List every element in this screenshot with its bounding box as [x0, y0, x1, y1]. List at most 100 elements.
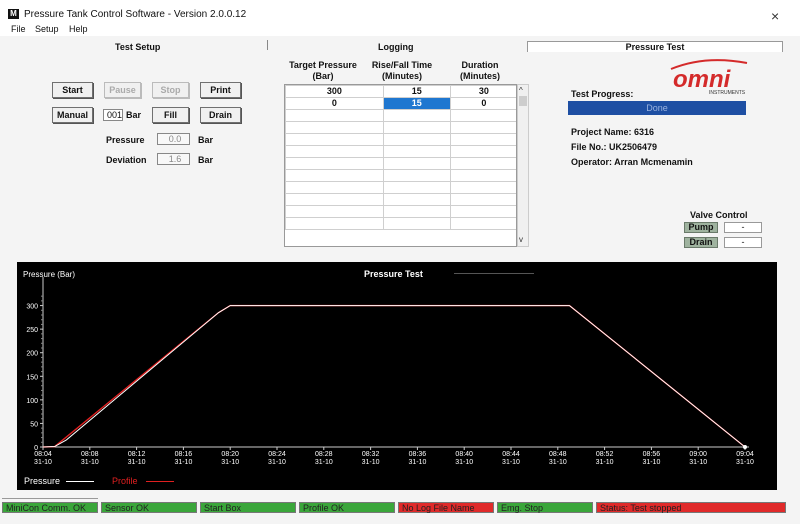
grid-cell-selected[interactable]: 15	[382, 97, 451, 110]
grid-cell[interactable]: 30	[449, 85, 516, 98]
legend-profile-line	[146, 481, 174, 482]
scroll-down-icon[interactable]: v	[519, 235, 523, 244]
table-row[interactable]	[285, 121, 516, 134]
title-bar	[0, 0, 800, 22]
grid-cell[interactable]	[382, 181, 451, 194]
pause-button[interactable]: Pause	[104, 82, 141, 98]
x-tick-label: 08:32	[362, 451, 380, 458]
grid-cell[interactable]: 300	[285, 85, 384, 98]
x-tick-date-label: 31-10	[408, 459, 426, 466]
grid-cell[interactable]	[449, 217, 516, 230]
print-button[interactable]: Print	[200, 82, 241, 98]
y-tick-label: 200	[26, 351, 38, 358]
grid-cell[interactable]	[285, 133, 384, 146]
grid-cell[interactable]	[449, 109, 516, 122]
logging-grid[interactable]: 300 15 30 0 15 0	[284, 84, 517, 247]
table-row[interactable]	[285, 169, 516, 182]
menu-bar	[0, 22, 800, 36]
valve-control-title: Valve Control	[690, 210, 748, 220]
grid-cell[interactable]	[285, 169, 384, 182]
manual-button[interactable]: Manual	[52, 107, 93, 123]
grid-cell[interactable]: 0	[449, 97, 516, 110]
grid-scrollbar[interactable]	[517, 84, 529, 247]
menu-setup[interactable]: Setup	[35, 24, 59, 34]
grid-cell[interactable]	[382, 157, 451, 170]
chart-title-underline	[454, 273, 534, 274]
x-tick-label: 08:56	[643, 451, 661, 458]
grid-cell[interactable]	[449, 157, 516, 170]
grid-cell[interactable]	[382, 109, 451, 122]
legend-pressure-label: Pressure	[24, 476, 61, 486]
chart-title: Pressure Test	[364, 269, 423, 279]
grid-cell[interactable]	[285, 181, 384, 194]
x-tick-date-label: 31-10	[174, 459, 192, 466]
table-row[interactable]	[285, 193, 516, 206]
omni-logo: omni INSTRUMENTS	[665, 57, 760, 97]
status-divider	[2, 498, 98, 499]
grid-cell[interactable]	[285, 109, 384, 122]
grid-cell[interactable]	[285, 145, 384, 158]
table-row[interactable]	[285, 181, 516, 194]
grid-header-rise: Rise/Fall Time (Minutes)	[371, 60, 433, 81]
grid-cell[interactable]	[449, 145, 516, 158]
omni-logo-graphic: omni INSTRUMENTS	[670, 59, 748, 96]
grid-cell[interactable]	[449, 205, 516, 218]
grid-cell[interactable]: 0	[285, 97, 384, 110]
table-row[interactable]	[285, 205, 516, 218]
status-profile: Profile OK	[299, 502, 395, 513]
grid-cell[interactable]	[382, 145, 451, 158]
menu-help[interactable]: Help	[69, 24, 88, 34]
grid-cell[interactable]: 15	[382, 85, 451, 98]
scroll-thumb[interactable]	[519, 96, 527, 106]
grid-cell[interactable]	[285, 193, 384, 206]
fill-button[interactable]: Fill	[152, 107, 189, 123]
x-tick-label: 09:00	[689, 451, 707, 458]
setpoint-input[interactable]: 001	[103, 109, 123, 121]
grid-cell[interactable]	[285, 205, 384, 218]
status-sensor: Sensor OK	[101, 502, 197, 513]
grid-cell[interactable]	[382, 169, 451, 182]
status-log-file: No Log File Name	[398, 502, 494, 513]
menu-file[interactable]: File	[11, 24, 26, 34]
start-button[interactable]: Start	[52, 82, 93, 98]
x-tick-date-label: 31-10	[455, 459, 473, 466]
test-progress-bar: Done	[568, 101, 746, 115]
legend-pressure-line	[66, 481, 94, 482]
drain-button[interactable]: Drain	[200, 107, 241, 123]
y-tick-label: 0	[34, 445, 38, 452]
operator-name: Operator: Arran Mcmenamin	[571, 157, 693, 167]
grid-cell[interactable]	[449, 193, 516, 206]
table-row[interactable]	[285, 133, 516, 146]
scroll-up-icon[interactable]: ^	[519, 86, 523, 95]
series-line-profile	[42, 304, 746, 448]
grid-cell[interactable]	[449, 133, 516, 146]
grid-cell[interactable]	[285, 217, 384, 230]
grid-cell[interactable]	[382, 133, 451, 146]
status-start-box: Start Box	[200, 502, 296, 513]
project-name: Project Name: 6316	[571, 127, 655, 137]
grid-cell[interactable]	[285, 157, 384, 170]
grid-cell[interactable]	[382, 121, 451, 134]
close-icon[interactable]: ×	[771, 8, 780, 24]
x-tick-date-label: 31-10	[362, 459, 380, 466]
grid-cell[interactable]	[449, 169, 516, 182]
pressure-test-tab[interactable]: Pressure Test	[527, 41, 783, 52]
series-end-point	[743, 445, 747, 449]
table-row[interactable]	[285, 217, 516, 230]
grid-cell[interactable]	[382, 205, 451, 218]
grid-cell[interactable]	[449, 181, 516, 194]
grid-cell[interactable]	[285, 121, 384, 134]
table-row[interactable]	[285, 109, 516, 122]
x-tick-date-label: 31-10	[502, 459, 520, 466]
x-tick-label: 08:04	[34, 451, 52, 458]
logging-title: Logging	[378, 42, 414, 52]
table-row[interactable]	[285, 157, 516, 170]
table-row[interactable]	[285, 145, 516, 158]
pressure-chart: 05010015020025030008:0431-1008:0831-1008…	[26, 277, 754, 466]
grid-cell[interactable]	[382, 217, 451, 230]
grid-cell[interactable]	[449, 121, 516, 134]
stop-button[interactable]: Stop	[152, 82, 189, 98]
table-row[interactable]: 0 15 0	[285, 97, 516, 110]
grid-cell[interactable]	[382, 193, 451, 206]
table-row[interactable]: 300 15 30	[285, 85, 516, 98]
